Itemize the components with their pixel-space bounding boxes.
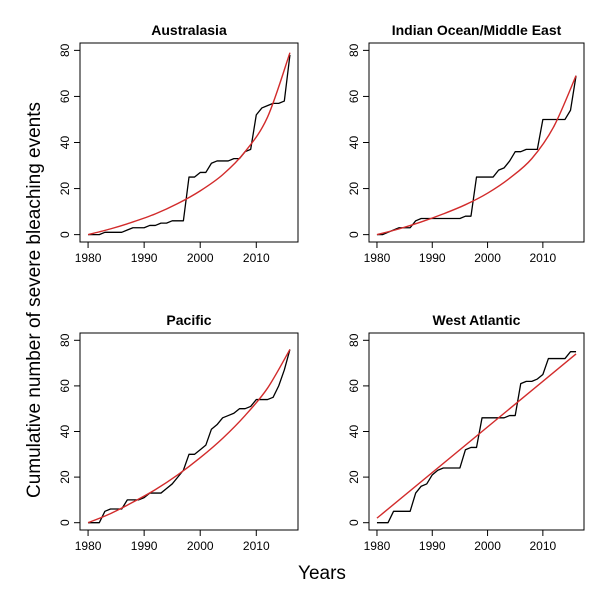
panel-title: West Atlantic bbox=[433, 312, 521, 328]
observed-series-line bbox=[88, 349, 291, 524]
y-tick-label: 0 bbox=[347, 231, 361, 238]
panel-australasia: Australasia 1980 1990 2000 2010 0 20 40 60 80 bbox=[58, 22, 299, 265]
panel-pacific: Pacific 1980 1990 2000 2010 0 20 40 60 80 bbox=[58, 312, 299, 553]
y-tick-label: 20 bbox=[347, 470, 361, 484]
plot-frame bbox=[368, 42, 585, 243]
observed-series-line bbox=[88, 54, 291, 236]
y-tick-label: 20 bbox=[58, 470, 72, 484]
y-tick-label: 80 bbox=[58, 333, 72, 347]
plot-frame bbox=[368, 332, 585, 531]
x-tick-label: 2010 bbox=[530, 251, 557, 265]
plot-frame bbox=[79, 332, 299, 531]
fitted-curve-line bbox=[87, 349, 291, 524]
fitted-curve-line bbox=[376, 353, 577, 519]
panel-west-atlantic: West Atlantic 1980 1990 2000 2010 0 20 40 60 80 bbox=[347, 312, 585, 553]
y-tick-label: 20 bbox=[58, 182, 72, 196]
x-axis-title: Years bbox=[298, 563, 346, 584]
x-tick-label: 2010 bbox=[530, 539, 557, 553]
panel-title: Indian Ocean/Middle East bbox=[392, 22, 562, 38]
y-tick-label: 60 bbox=[347, 379, 361, 393]
y-tick-label: 20 bbox=[347, 182, 361, 196]
panel-title: Australasia bbox=[151, 22, 227, 38]
y-tick-label: 80 bbox=[58, 43, 72, 57]
x-tick-label: 1980 bbox=[75, 539, 102, 553]
fitted-curve-line bbox=[376, 75, 577, 236]
y-tick-label: 60 bbox=[58, 89, 72, 103]
x-tick-label: 1980 bbox=[364, 539, 391, 553]
observed-series-line bbox=[376, 351, 577, 524]
x-tick-label: 1990 bbox=[131, 251, 158, 265]
x-tick-label: 2000 bbox=[474, 539, 501, 553]
x-tick-label: 1990 bbox=[419, 251, 446, 265]
x-tick-label: 2000 bbox=[187, 251, 214, 265]
plot-frame bbox=[79, 42, 299, 243]
x-tick-label: 1990 bbox=[131, 539, 158, 553]
x-tick-label: 1980 bbox=[364, 251, 391, 265]
y-tick-label: 40 bbox=[347, 136, 361, 150]
panel-indian-ocean-middle-east: Indian Ocean/Middle East 1980 1990 2000 2010… bbox=[347, 22, 585, 265]
y-tick-label: 40 bbox=[58, 136, 72, 150]
y-tick-label: 0 bbox=[58, 519, 72, 526]
y-tick-label: 40 bbox=[58, 425, 72, 439]
y-axis-title: Cumulative number of severe bleaching ev… bbox=[24, 102, 45, 498]
y-tick-label: 0 bbox=[347, 519, 361, 526]
y-tick-label: 60 bbox=[347, 89, 361, 103]
x-tick-label: 1990 bbox=[419, 539, 446, 553]
y-tick-label: 80 bbox=[347, 43, 361, 57]
x-tick-label: 2010 bbox=[243, 539, 270, 553]
x-tick-label: 1980 bbox=[75, 251, 102, 265]
observed-series-line bbox=[376, 75, 577, 236]
x-tick-label: 2000 bbox=[187, 539, 214, 553]
x-tick-label: 2000 bbox=[474, 251, 501, 265]
panel-title: Pacific bbox=[166, 312, 211, 328]
fitted-curve-line bbox=[87, 52, 291, 236]
y-tick-label: 80 bbox=[347, 333, 361, 347]
x-tick-label: 2010 bbox=[243, 251, 270, 265]
y-tick-label: 60 bbox=[58, 379, 72, 393]
y-tick-label: 0 bbox=[58, 231, 72, 238]
y-tick-label: 40 bbox=[347, 425, 361, 439]
